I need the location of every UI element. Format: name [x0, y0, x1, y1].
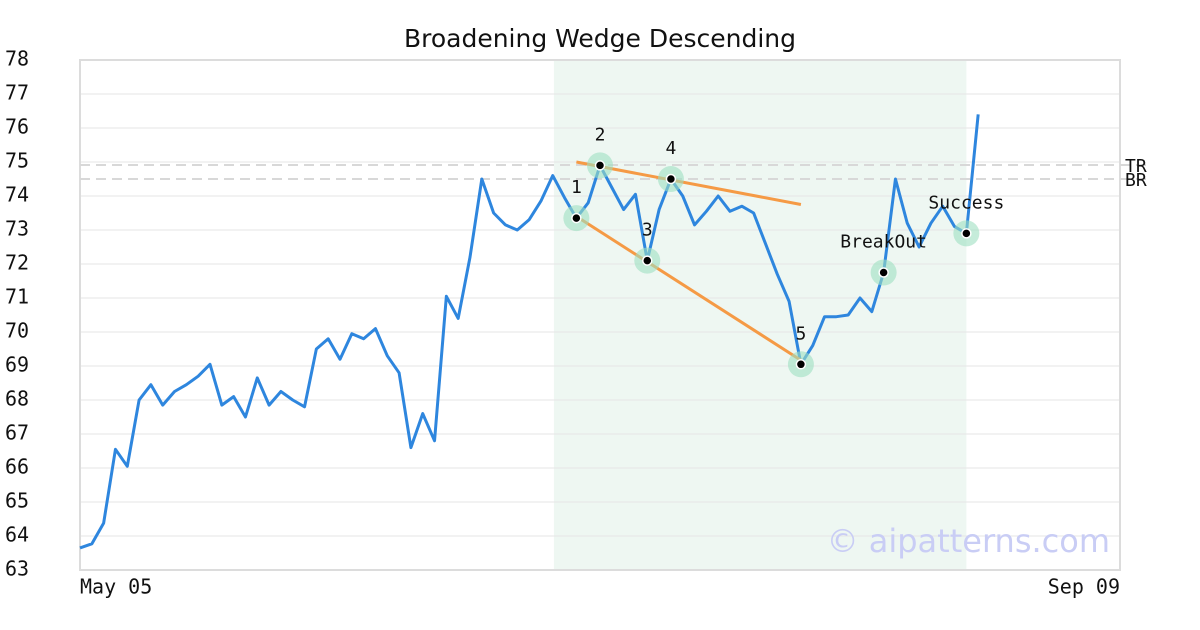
point-label: 1	[571, 177, 582, 198]
point-dot	[594, 160, 606, 171]
point-label: 2	[595, 124, 606, 145]
point-dot	[795, 359, 807, 370]
y-tick-label: 67	[5, 421, 29, 445]
x-tick-label: May 05	[80, 575, 152, 599]
y-tick-label: 68	[5, 387, 29, 411]
point-dot	[878, 267, 889, 278]
y-tick-label: 77	[5, 81, 29, 105]
y-tick-label: 63	[5, 557, 29, 581]
point-dot	[665, 173, 677, 185]
highlight-region	[553, 60, 967, 570]
x-tick-label: Sep 09	[1048, 575, 1120, 599]
y-tick-label: 70	[5, 319, 29, 343]
watermark: © aipatterns.com	[827, 522, 1110, 560]
y-tick-label: 78	[5, 47, 29, 71]
trend-line	[575, 215, 802, 362]
trend-line	[576, 160, 802, 206]
point-dot	[642, 255, 653, 266]
plot-frame	[79, 59, 1121, 571]
point-label: BreakOut	[840, 232, 927, 253]
y-tick-label: 65	[5, 489, 29, 513]
price-line	[79, 114, 980, 550]
y-tick-label: 75	[5, 149, 29, 173]
point-dot	[961, 228, 972, 239]
chart-title: Broadening Wedge Descending	[404, 24, 796, 53]
y-tick-label: 72	[5, 251, 29, 275]
level-label: TR	[1125, 156, 1147, 177]
point-dot	[571, 212, 582, 224]
y-tick-label: 69	[5, 353, 29, 377]
y-tick-label: 73	[5, 217, 29, 241]
y-tick-label: 76	[5, 115, 29, 139]
point-label: 4	[665, 138, 676, 159]
point-label: 5	[795, 323, 806, 344]
level-label: BR	[1125, 170, 1147, 191]
point-label: 3	[642, 220, 653, 241]
y-tick-label: 71	[5, 285, 29, 309]
y-tick-label: 64	[5, 523, 29, 547]
point-label: Success	[928, 192, 1004, 213]
y-tick-label: 66	[5, 455, 29, 479]
y-tick-label: 74	[5, 183, 29, 207]
